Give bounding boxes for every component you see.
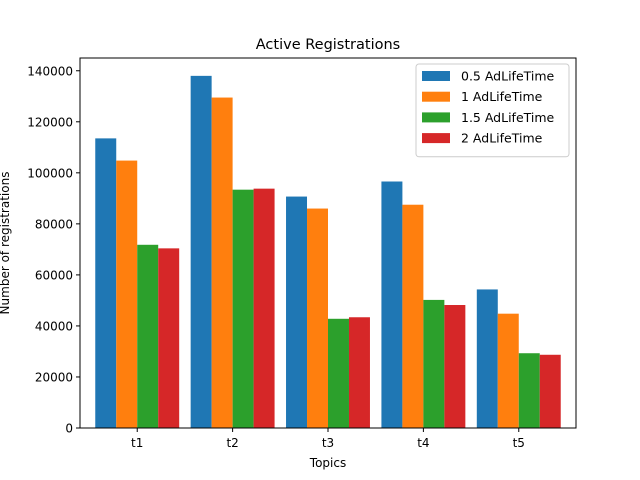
legend-entry-label: 2 AdLifeTime bbox=[461, 131, 543, 146]
bar-t2-series-1 bbox=[190, 75, 212, 429]
y-tick-label: 100000 bbox=[27, 166, 73, 180]
bar-t4-series-3 bbox=[423, 299, 445, 428]
legend-swatch bbox=[422, 71, 450, 81]
x-tick-label: t2 bbox=[226, 436, 238, 450]
bar-t5-series-2 bbox=[497, 313, 519, 428]
bar-t1-series-2 bbox=[116, 160, 138, 428]
bar-t2-series-2 bbox=[211, 97, 233, 429]
legend-entry-label: 1 AdLifeTime bbox=[461, 89, 543, 104]
legend-swatch bbox=[422, 112, 450, 123]
y-tick-label: 60000 bbox=[35, 268, 73, 282]
x-tick-label: t5 bbox=[513, 436, 525, 450]
legend-box bbox=[415, 63, 570, 158]
bar-t4-series-2 bbox=[402, 204, 424, 428]
bar-t1-series-4 bbox=[158, 248, 180, 428]
chart-title: Active Registrations bbox=[256, 37, 400, 53]
x-tick-label: t3 bbox=[322, 436, 334, 450]
y-tick-label: 40000 bbox=[35, 319, 73, 333]
bar-t1-series-3 bbox=[137, 244, 159, 428]
x-axis-label: Topics bbox=[309, 456, 346, 470]
bar-t4-series-4 bbox=[444, 305, 466, 428]
bar-t2-series-3 bbox=[232, 189, 254, 428]
y-tick-label: 0 bbox=[65, 422, 73, 436]
bar-t2-series-4 bbox=[253, 188, 275, 428]
legend-swatch bbox=[422, 133, 450, 144]
bar-t3-series-3 bbox=[328, 318, 349, 428]
y-axis: 0 20000 40000 60000 80000 100000 120000 140000 bbox=[27, 64, 80, 436]
y-tick-label: 80000 bbox=[35, 217, 73, 231]
bar-t3-series-1 bbox=[286, 196, 308, 428]
bars-group bbox=[95, 75, 561, 429]
x-axis: t1 t2 t3 t4 t5 bbox=[131, 428, 525, 450]
bar-t5-series-3 bbox=[518, 353, 540, 428]
legend-swatch bbox=[422, 91, 450, 102]
x-tick-label: t4 bbox=[417, 436, 429, 450]
legend-entry-label: 1.5 AdLifeTime bbox=[461, 110, 555, 125]
y-axis-label: Number of registrations bbox=[0, 172, 12, 315]
x-tick-label: t1 bbox=[131, 436, 143, 450]
bar-t3-series-4 bbox=[348, 317, 370, 428]
y-tick-label: 120000 bbox=[27, 115, 73, 129]
bar-t5-series-4 bbox=[539, 354, 561, 428]
legend-entry-label: 0.5 AdLifeTime bbox=[461, 69, 555, 84]
bar-t3-series-2 bbox=[307, 208, 328, 428]
bar-t1-series-1 bbox=[95, 138, 117, 428]
bar-t5-series-1 bbox=[476, 289, 498, 428]
y-tick-label: 20000 bbox=[35, 370, 73, 384]
y-tick-label: 140000 bbox=[27, 64, 73, 78]
legend: 0.5 AdLifeTime 1 AdLifeTime 1.5 AdLifeTime… bbox=[415, 63, 570, 158]
bar-t4-series-1 bbox=[381, 181, 403, 428]
